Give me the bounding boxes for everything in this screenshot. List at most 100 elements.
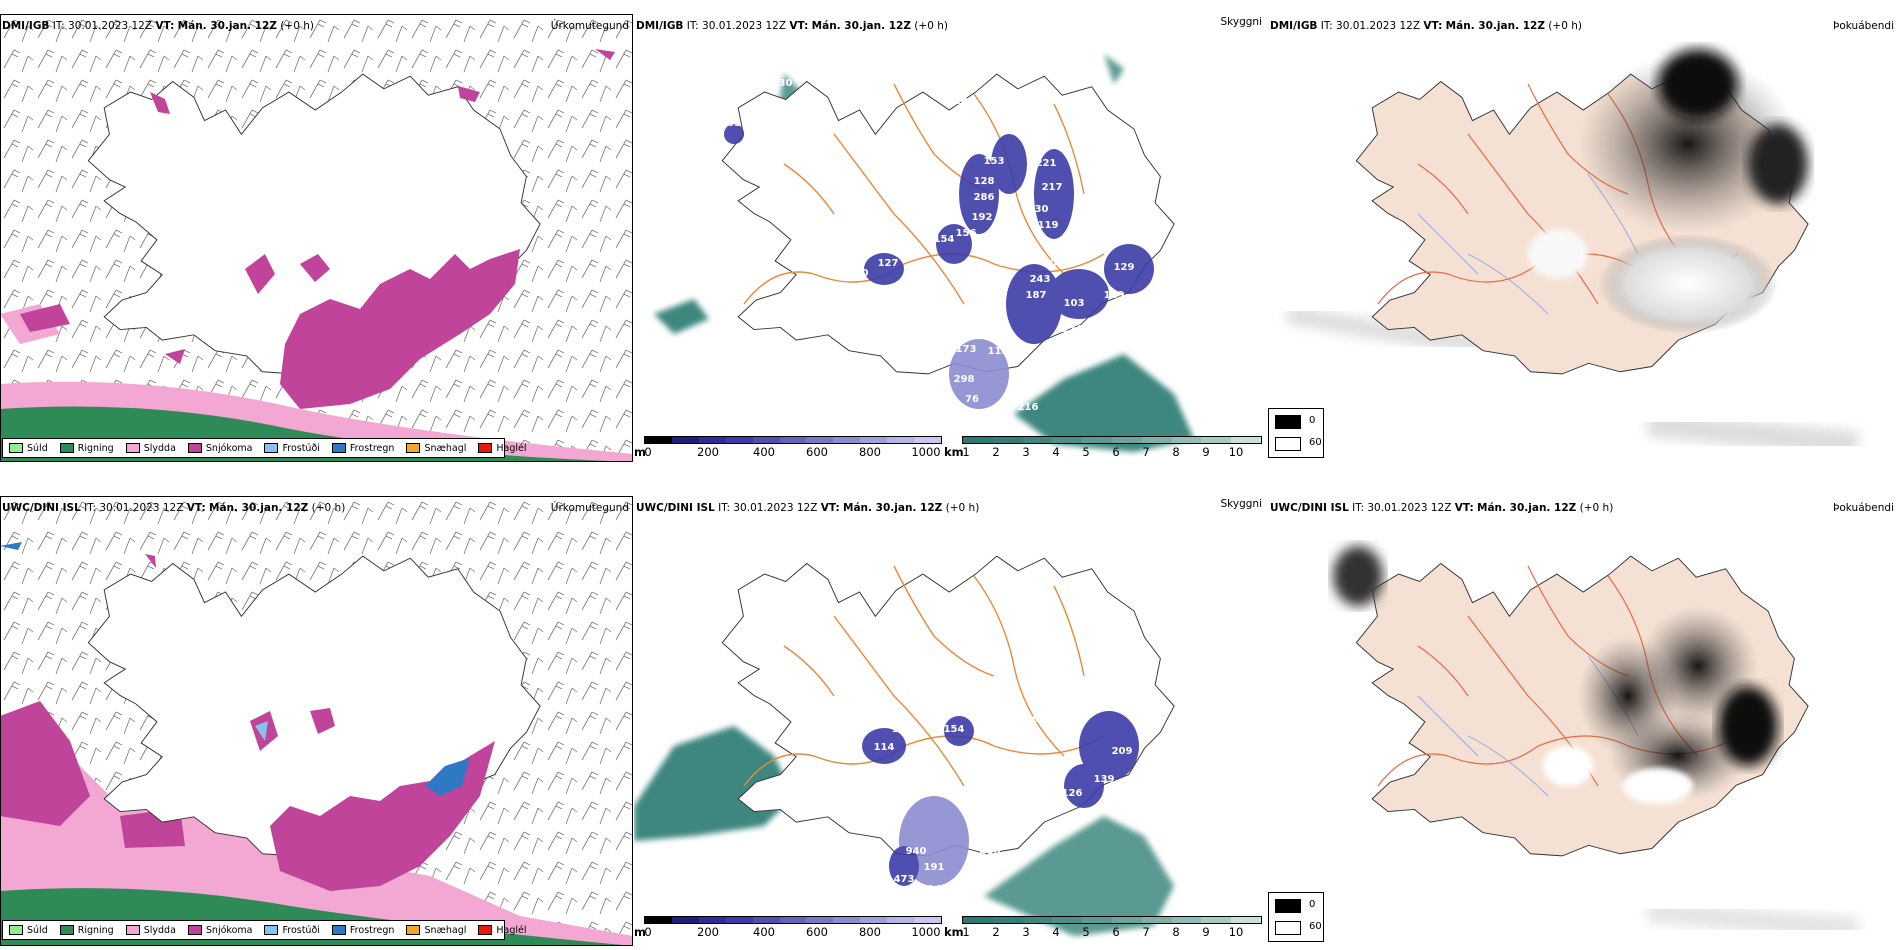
cloud-base-value: 129 bbox=[1114, 262, 1135, 273]
colorbar-segment bbox=[1022, 917, 1053, 923]
cloud-base-value: 209 bbox=[1112, 746, 1133, 757]
colorbar-tick: 10 bbox=[1228, 925, 1244, 939]
panel-header: DMI/IGB IT: 30.01.2023 12Z VT: Mán. 30.j… bbox=[2, 20, 314, 32]
fog-legend-white bbox=[1275, 921, 1301, 935]
colorbar-segment bbox=[752, 917, 780, 923]
cloud-base-value: 156 bbox=[956, 228, 977, 239]
colorbar-tick: 800 bbox=[859, 445, 881, 459]
cloud-base-value: 103 bbox=[1064, 298, 1085, 309]
cloud-base-value: 139 bbox=[1094, 774, 1115, 785]
colorbar-segment bbox=[1111, 917, 1142, 923]
cloud-base-value: 243 bbox=[1030, 274, 1051, 285]
colorbar-strip bbox=[644, 436, 942, 444]
colorbar-tick: 5 bbox=[1082, 925, 1090, 939]
cloud-base-value: 63 bbox=[727, 118, 741, 129]
colorbar-segment bbox=[1022, 437, 1053, 443]
colorbar-segment bbox=[887, 437, 915, 443]
fog-legend: 0 60 bbox=[1268, 892, 1324, 942]
fog-legend-black-value: 0 bbox=[1309, 899, 1316, 910]
panel-header: DMI/IGB IT: 30.01.2023 12Z VT: Mán. 30.j… bbox=[636, 20, 948, 32]
colorbar-tick: 4 bbox=[1052, 445, 1060, 459]
colorbar-segment bbox=[806, 917, 834, 923]
colorbar-segment bbox=[725, 437, 753, 443]
colorbar-segment bbox=[992, 917, 1023, 923]
colorbar-unit: km bbox=[944, 925, 964, 939]
legend-item-freezing-rain: Frostregn bbox=[331, 443, 394, 454]
legend-item-rain: Rigning bbox=[59, 443, 114, 454]
legend-item-hail: Haglél bbox=[478, 925, 527, 936]
cloud-base-value: 190 bbox=[914, 102, 935, 113]
cloud-base-value: 216 bbox=[1018, 402, 1039, 413]
legend-item-hail: Haglél bbox=[478, 443, 527, 454]
legend-swatch bbox=[59, 443, 74, 453]
colorbar-segment bbox=[1201, 437, 1232, 443]
panel-header: UWC/DINI ISL IT: 30.01.2023 12Z VT: Mán.… bbox=[1270, 502, 1614, 514]
legend-swatch bbox=[406, 925, 421, 935]
cloud-base-value: 118 bbox=[988, 346, 1009, 357]
colorbar-segment bbox=[1231, 437, 1261, 443]
cloud-base-value: 221 bbox=[1036, 158, 1057, 169]
legend-item-freezing-drizzle: Frostúði bbox=[264, 443, 320, 454]
legend-swatch bbox=[478, 925, 493, 935]
colorbar-segment bbox=[645, 437, 672, 443]
fog-legend-black-value: 0 bbox=[1309, 415, 1316, 426]
legend-item-snow-pellets: Snæhagl bbox=[406, 925, 466, 936]
cloud-base-value: 180 bbox=[848, 268, 869, 279]
cloud-base-value: 569 bbox=[1016, 756, 1037, 767]
fog-panel-row1: DMI/IGB IT: 30.01.2023 12Z VT: Mán. 30.j… bbox=[1268, 14, 1900, 462]
cloud-base-value: 76 bbox=[965, 394, 979, 405]
panel-header: UWC/DINI ISL IT: 30.01.2023 12Z VT: Mán.… bbox=[636, 502, 980, 514]
cloud-base-value: 124 bbox=[1062, 324, 1083, 335]
colorbar-tick: 8 bbox=[1172, 445, 1180, 459]
colorbar-tick: 2 bbox=[992, 445, 1000, 459]
cloud-base-value: 230 bbox=[1028, 204, 1049, 215]
cloud-base-values: 430 63 190 280 298 153 221 128 217 286 230 192 119 15… bbox=[727, 78, 1134, 413]
colorbar-tick: 3 bbox=[1022, 445, 1030, 459]
colorbar-segment bbox=[779, 437, 807, 443]
colorbar-tick: 3 bbox=[1022, 925, 1030, 939]
legend-item-sleet: Slydda bbox=[125, 925, 176, 936]
cloud-base-areas bbox=[862, 711, 1139, 886]
panel-title: Úrkomutegund bbox=[550, 20, 629, 32]
panel-title: Þokuábendi bbox=[1833, 20, 1894, 32]
legend-item-sleet: Slydda bbox=[125, 443, 176, 454]
colorbar-strip bbox=[962, 916, 1262, 924]
cloud-base-value: 153 bbox=[984, 156, 1005, 167]
colorbar-segment bbox=[645, 917, 672, 923]
legend-swatch bbox=[331, 443, 346, 453]
legend-swatch bbox=[264, 443, 279, 453]
cloud-base-value: 84 bbox=[1047, 238, 1061, 249]
colorbar-tick: 4 bbox=[1052, 925, 1060, 939]
cloud-base-value: 982 bbox=[800, 844, 821, 855]
cloud-base-value: 119 bbox=[1038, 220, 1059, 231]
colorbar-segment bbox=[1171, 437, 1202, 443]
panel-title: Skyggni bbox=[1220, 498, 1263, 510]
legend-swatch bbox=[9, 925, 23, 935]
legend-swatch bbox=[187, 925, 202, 935]
legend-swatch bbox=[406, 443, 421, 453]
cloud-base-value: 473 bbox=[894, 874, 915, 885]
colorbar-segment bbox=[963, 437, 993, 443]
colorbar-segment bbox=[779, 917, 807, 923]
colorbar-tick: 6 bbox=[1112, 925, 1120, 939]
colorbar-tick: 400 bbox=[753, 925, 775, 939]
cloud-base-value: 298 bbox=[1036, 124, 1057, 135]
colorbar-segment bbox=[698, 917, 726, 923]
cloud-base-value: 217 bbox=[1042, 182, 1063, 193]
visibility-colorbar: km 1 2 3 4 5 6 7 8 9 10 bbox=[944, 436, 1266, 459]
colorbar-segment bbox=[914, 917, 941, 923]
colorbar-segment bbox=[806, 437, 834, 443]
cloud-base-value: 123 bbox=[1060, 684, 1081, 695]
colorbar-tick: 200 bbox=[697, 925, 719, 939]
legend-item-rain: Rigning bbox=[59, 925, 114, 936]
cloud-base-value: 190 bbox=[1000, 258, 1021, 269]
cloud-base-value: 940 bbox=[906, 846, 927, 857]
panel-title: Skyggni bbox=[1220, 16, 1263, 28]
cloud-base-value: 344 bbox=[984, 320, 1005, 331]
legend-swatch bbox=[187, 443, 202, 453]
colorbar-unit: km bbox=[944, 445, 964, 459]
cloud-base-value: 128 bbox=[974, 176, 995, 187]
snow-area bbox=[280, 249, 520, 409]
colorbar-tick: 600 bbox=[806, 445, 828, 459]
colorbar-tick: 0 bbox=[644, 925, 652, 939]
